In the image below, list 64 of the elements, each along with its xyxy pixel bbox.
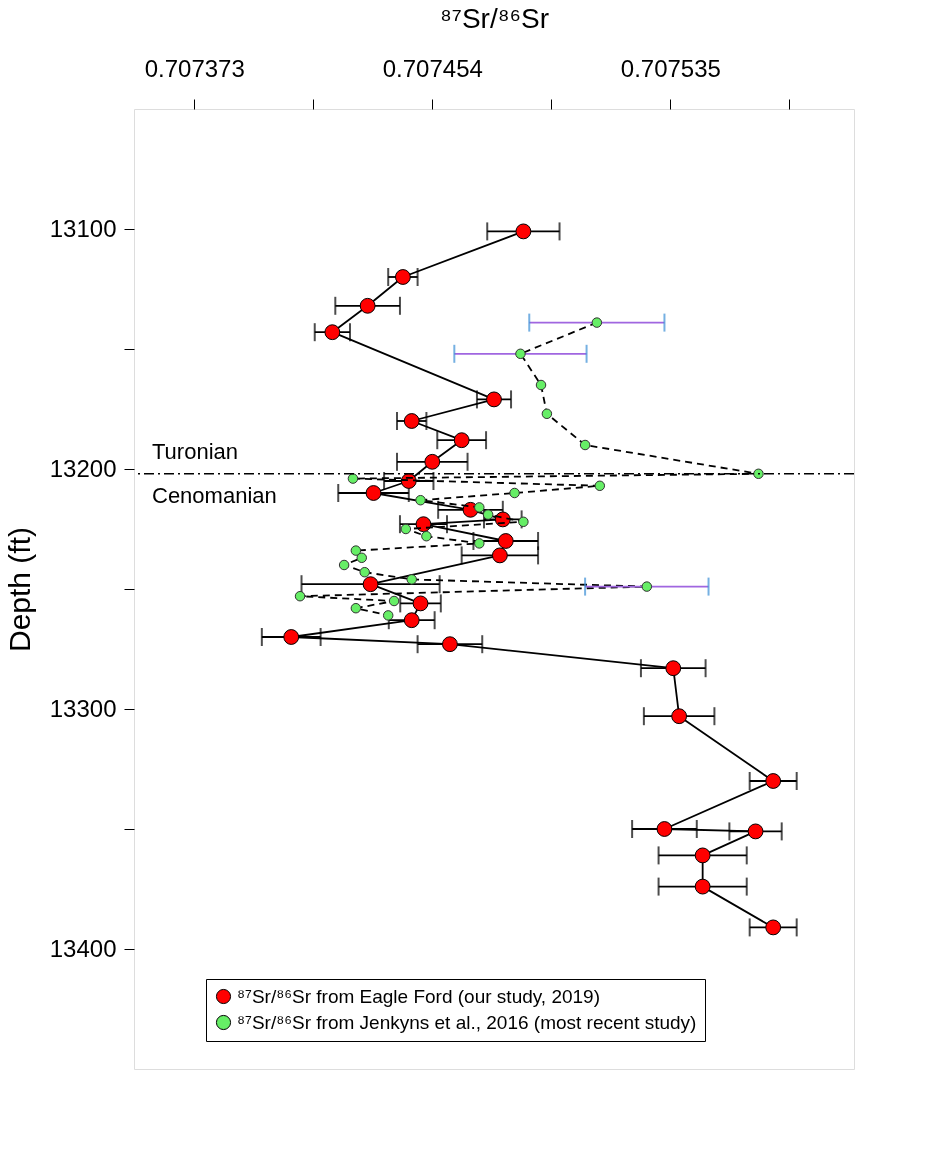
point [442, 636, 458, 653]
point [541, 408, 553, 420]
point [579, 439, 591, 451]
point [412, 595, 429, 612]
y-axis-title: Depth (ft) [2, 526, 36, 653]
point [400, 523, 412, 535]
point [515, 223, 532, 240]
annotation: Turonian [152, 438, 239, 464]
point [347, 473, 359, 484]
point [491, 547, 508, 564]
point [359, 297, 376, 314]
point [294, 590, 306, 602]
point [765, 773, 782, 789]
point [403, 413, 420, 429]
x-tick-label: 0.707535 [620, 54, 721, 82]
point [591, 317, 603, 328]
x-tick-label: 0.707373 [144, 54, 245, 82]
point [365, 485, 382, 501]
point [518, 516, 529, 528]
y-tick-label: 13100 [49, 214, 117, 242]
x-tick-label: 0.707454 [382, 54, 483, 82]
point [486, 391, 502, 408]
point [665, 660, 682, 677]
point [694, 878, 711, 895]
point [350, 602, 362, 614]
point [415, 516, 432, 533]
point [324, 324, 341, 341]
point [765, 919, 782, 936]
y-tick-label: 13200 [49, 454, 117, 482]
point [753, 468, 764, 480]
point [394, 269, 411, 285]
point [359, 566, 370, 578]
legend-label: ⁸⁷Sr/⁸⁶Sr from Jenkyns et al., 2016 (most recent study) [237, 1011, 697, 1033]
point [694, 847, 711, 864]
point [641, 581, 653, 592]
point [382, 610, 394, 621]
point [671, 708, 688, 725]
point [362, 576, 379, 593]
point [350, 545, 362, 556]
point [656, 821, 673, 837]
point [482, 509, 494, 520]
x-axis-title: ⁸⁷Sr/⁸⁶Sr [439, 2, 550, 34]
point [535, 379, 547, 391]
point [497, 533, 514, 549]
point [421, 530, 432, 542]
point [747, 823, 764, 840]
point [415, 494, 426, 506]
point [424, 453, 441, 470]
point [474, 538, 485, 549]
point [356, 552, 367, 564]
legend-label: ⁸⁷Sr/⁸⁶Sr from Eagle Ford (our study, 2019) [237, 985, 601, 1007]
point [388, 595, 400, 607]
annotation: Cenomanian [152, 482, 277, 508]
point [594, 480, 606, 492]
point [474, 502, 485, 513]
point [406, 574, 417, 585]
point [515, 348, 526, 360]
point [283, 629, 300, 645]
point [338, 559, 350, 571]
point [403, 612, 420, 629]
y-tick-label: 13400 [49, 934, 117, 962]
y-tick-label: 13300 [49, 694, 117, 722]
point [453, 432, 470, 449]
point [509, 487, 520, 499]
